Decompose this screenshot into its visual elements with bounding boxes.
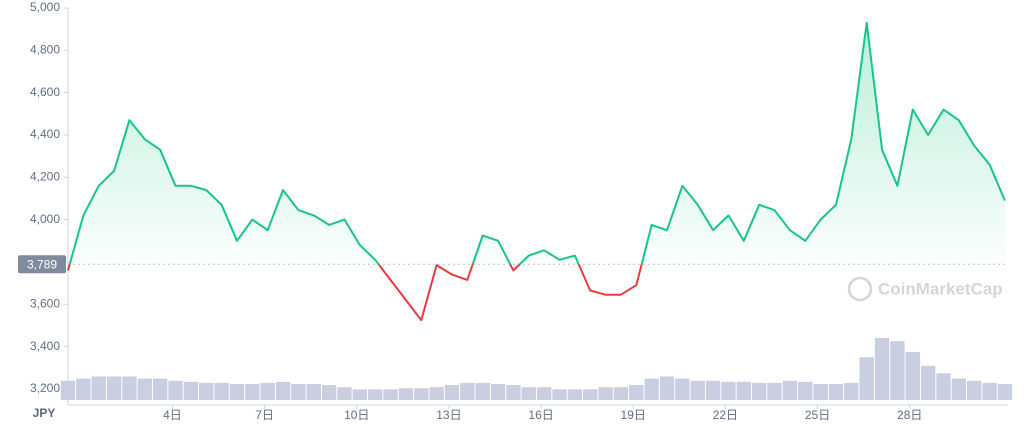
- volume-bar: [552, 389, 567, 400]
- watermark: CoinMarketCap: [847, 276, 1003, 302]
- volume-bar: [444, 385, 460, 400]
- volume-bar: [460, 382, 475, 400]
- x-tick-label: 4日: [163, 408, 182, 422]
- x-tick-label: 10日: [344, 408, 369, 422]
- volume-bar: [260, 382, 275, 400]
- volume-bar: [152, 378, 168, 400]
- volume-bar: [214, 382, 229, 400]
- x-tick-label: 19日: [621, 408, 646, 422]
- price-area: [68, 22, 1005, 265]
- volume-bar: [644, 378, 659, 400]
- volume-bar: [521, 387, 536, 400]
- volume-bar: [951, 378, 967, 400]
- y-tick-label: 4,600: [30, 85, 60, 99]
- volume-bar: [613, 387, 629, 400]
- volume-bar: [337, 387, 352, 400]
- volume-bar: [291, 383, 306, 400]
- y-tick-label: 4,000: [30, 212, 60, 226]
- y-tick-label: 4,800: [30, 42, 60, 56]
- volume-bar: [106, 376, 122, 400]
- volume-bar: [982, 382, 997, 400]
- volume-bar: [844, 382, 859, 400]
- volume-bar: [506, 385, 521, 400]
- volume-bar: [920, 365, 936, 400]
- volume-bar: [659, 376, 675, 400]
- volume-bar: [245, 383, 260, 400]
- x-tick-label: 25日: [805, 408, 830, 422]
- volume-bar: [890, 341, 905, 400]
- volume-bar: [782, 380, 798, 400]
- volume-bar: [122, 376, 137, 400]
- x-tick-label: 16日: [528, 408, 553, 422]
- volume-bar: [828, 383, 844, 400]
- volume-bar: [414, 388, 429, 400]
- volume-bar: [368, 389, 383, 400]
- volume-bar: [813, 383, 828, 400]
- x-tick-label: 22日: [713, 408, 738, 422]
- volume-bar: [321, 385, 337, 400]
- y-tick-label: 5,000: [30, 0, 60, 14]
- watermark-logo: [847, 276, 873, 302]
- volume-bar: [91, 376, 106, 400]
- currency-label: JPY: [33, 406, 56, 420]
- volume-bar: [997, 383, 1013, 400]
- volume-bar: [183, 381, 199, 400]
- volume-bar: [859, 357, 874, 400]
- volume-bar: [229, 383, 245, 400]
- watermark-text: CoinMarketCap: [878, 279, 1003, 298]
- y-tick-label: 3,200: [30, 381, 60, 395]
- volume-bar: [705, 380, 721, 400]
- volume-bar: [936, 373, 951, 400]
- volume-bar: [675, 378, 690, 400]
- volume-bar: [398, 388, 414, 400]
- volume-bar: [475, 382, 490, 400]
- volume-bar: [199, 382, 214, 400]
- volume-bar: [567, 389, 583, 400]
- volume-bar: [429, 387, 444, 400]
- volume-bar: [168, 380, 183, 400]
- x-tick-label: 13日: [436, 408, 461, 422]
- volume-bar: [598, 387, 613, 400]
- volume-bar: [690, 380, 705, 400]
- baseline-label: 3,789: [27, 257, 57, 271]
- y-tick-label: 4,200: [30, 169, 60, 183]
- volume-bar: [967, 380, 982, 400]
- volume-bar: [352, 389, 368, 400]
- volume-bar: [736, 381, 751, 400]
- volume-bar: [275, 381, 291, 400]
- volume-bar: [767, 382, 782, 400]
- volume-bar: [905, 351, 920, 400]
- baseline-label-box: [18, 255, 66, 274]
- price-line: [67, 21, 1006, 322]
- x-tick-label: 7日: [255, 408, 274, 422]
- volume-bar: [490, 383, 506, 400]
- y-tick-label: 3,400: [30, 339, 60, 353]
- y-tick-label: 4,400: [30, 127, 60, 141]
- volume-bar: [721, 381, 736, 400]
- volume-bar: [583, 389, 598, 400]
- volume-bar: [306, 383, 321, 400]
- volume-bar: [751, 382, 767, 400]
- volume-bar: [536, 387, 552, 400]
- volume-bar: [874, 338, 890, 400]
- volume-bar: [629, 385, 644, 400]
- y-tick-label: 3,600: [30, 296, 60, 310]
- volume-bar: [60, 380, 76, 400]
- volume-bar: [76, 378, 91, 400]
- volume-bar: [137, 378, 152, 400]
- volume-bar: [798, 381, 813, 400]
- volume-bar: [383, 389, 398, 400]
- x-tick-label: 28日: [897, 408, 922, 422]
